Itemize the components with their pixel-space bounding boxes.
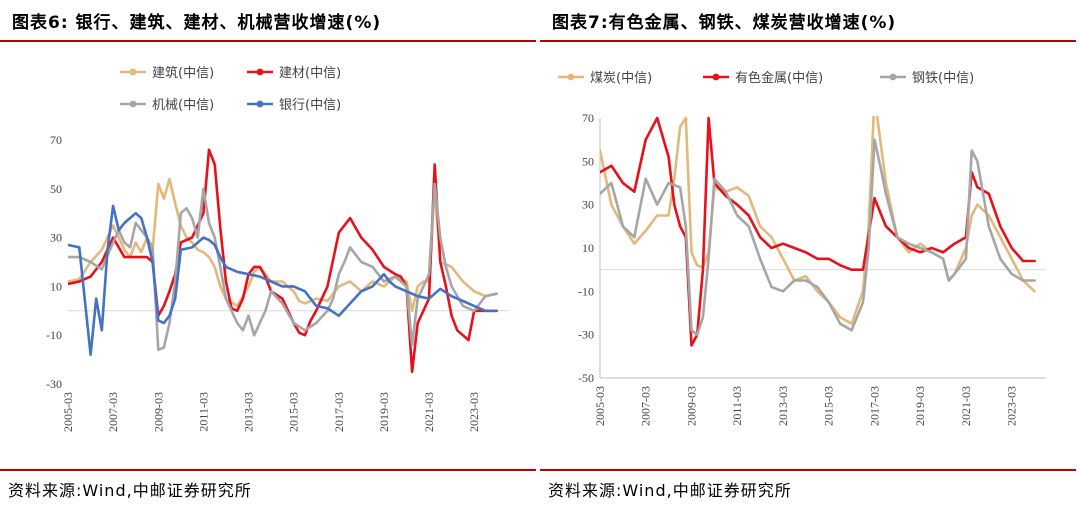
legend-label: 煤炭(中信) (590, 71, 652, 86)
x-tick-label: 2005-03 (61, 392, 75, 432)
series-line-2 (600, 116, 1036, 347)
x-tick-label: 2019-03 (377, 392, 391, 432)
legend-swatch-marker (129, 100, 137, 108)
top-divider (0, 40, 536, 42)
x-tick-label: 2017-03 (332, 392, 346, 432)
source-note: 资料来源:Wind,中邮证券研究所 (8, 481, 252, 500)
y-tick-label: 10 (582, 241, 594, 255)
series-line-2 (68, 148, 499, 374)
x-tick-label: 2009-03 (684, 386, 698, 426)
legend-swatch-marker (889, 73, 897, 81)
source-note: 资料来源:Wind,中邮证券研究所 (548, 481, 792, 500)
x-tick-label: 2019-03 (913, 386, 927, 426)
x-tick-label: 2013-03 (776, 386, 790, 426)
series-line-3 (68, 182, 499, 352)
y-tick-label: 50 (582, 154, 594, 168)
x-tick-label: 2007-03 (639, 386, 653, 426)
x-tick-label: 2013-03 (242, 392, 256, 432)
legend-swatch-marker (256, 100, 264, 108)
line-chart-left: -30 -10 10 30 50 70 2005-03 2007-03 2009-03 2011-… (46, 65, 508, 432)
y-tick-label: 50 (50, 182, 62, 196)
legend: 建筑(中信) 建材(中信) 机械(中信) 银行(中信) (120, 65, 341, 113)
x-tick-label: 2021-03 (422, 392, 436, 432)
legend-swatch-marker (256, 68, 264, 76)
panel-left: 图表6: 银行、建筑、建材、机械营收增速(%) -30 -10 10 30 50 70 20… (0, 13, 536, 500)
y-tick-label: 70 (50, 133, 62, 147)
y-tick-label: -10 (578, 284, 594, 298)
legend-label: 建材(中信) (279, 66, 341, 81)
x-tick-label: 2015-03 (287, 392, 301, 432)
top-divider (540, 40, 1076, 42)
y-tick-label: -30 (578, 328, 594, 342)
x-tick-label: 2023-03 (1005, 386, 1019, 426)
y-tick-label: 30 (582, 198, 594, 212)
legend-label: 机械(中信) (152, 98, 214, 113)
x-tick-label: 2017-03 (867, 386, 881, 426)
axes: -50 -30 -10 10 30 50 70 2005-03 2007-03 2009-03 20… (578, 111, 1046, 426)
legend: 煤炭(中信) 有色金属(中信) 钢铁(中信) (558, 70, 974, 86)
series-line-3 (600, 138, 1036, 337)
y-tick-label: -30 (46, 377, 62, 391)
x-tick-label: 2021-03 (959, 386, 973, 426)
y-tick-label: 30 (50, 231, 62, 245)
x-tick-label: 2011-03 (196, 392, 210, 432)
x-tick-label: 2015-03 (822, 386, 836, 426)
series-group (68, 148, 499, 374)
chart-title: 图表6: 银行、建筑、建材、机械营收增速(%) (12, 13, 382, 33)
x-tick-label: 2009-03 (151, 392, 165, 432)
chart-title: 图表7:有色金属、钢铁、煤炭营收增速(%) (552, 13, 897, 33)
series-group (600, 116, 1036, 347)
series-line-1 (68, 177, 499, 313)
legend-label: 银行(中信) (279, 98, 341, 113)
x-tick-label: 2005-03 (593, 386, 607, 426)
bottom-divider (540, 469, 1076, 471)
series-line-1 (600, 116, 1036, 326)
axes: -30 -10 10 30 50 70 2005-03 2007-03 2009-03 2011-… (46, 133, 508, 432)
x-tick-label: 2007-03 (106, 392, 120, 432)
series-line-4 (68, 204, 499, 357)
y-tick-label: 10 (50, 279, 62, 293)
line-chart-right: -50 -30 -10 10 30 50 70 2005-03 2007-03 2009-03 20… (558, 70, 1046, 426)
legend-label: 建筑(中信) (152, 65, 214, 81)
panel-right: 图表7:有色金属、钢铁、煤炭营收增速(%) -50 -30 -10 10 30 50 70 2… (540, 0, 1080, 511)
x-tick-label: 2023-03 (467, 392, 481, 432)
y-tick-label: -50 (578, 371, 594, 385)
y-tick-label: -10 (46, 328, 62, 342)
x-tick-label: 2011-03 (730, 386, 744, 426)
legend-swatch-marker (712, 73, 720, 81)
legend-label: 钢铁(中信) (912, 71, 974, 86)
y-tick-label: 70 (582, 111, 594, 125)
legend-swatch-marker (129, 68, 137, 76)
legend-swatch-marker (567, 73, 575, 81)
legend-label: 有色金属(中信) (735, 70, 823, 86)
bottom-divider (0, 469, 536, 471)
